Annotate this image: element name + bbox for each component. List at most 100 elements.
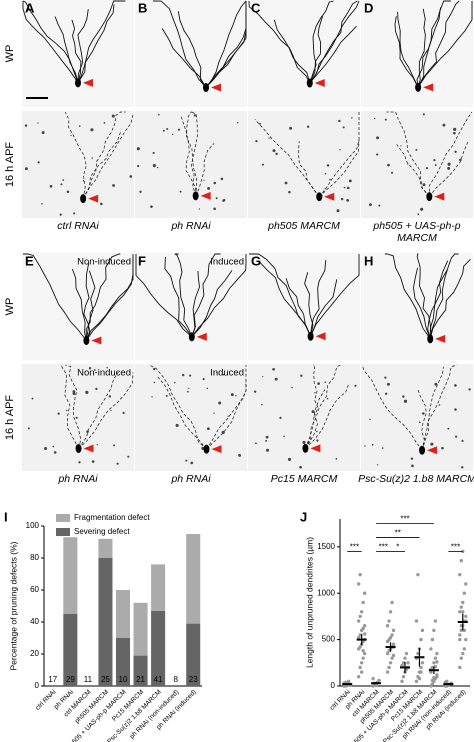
panel-letter: C — [251, 0, 261, 15]
debris — [222, 373, 225, 376]
debris — [316, 439, 319, 442]
debris — [111, 114, 115, 118]
data-point — [433, 664, 438, 669]
debris — [376, 136, 379, 140]
debris — [306, 125, 310, 128]
debris — [137, 164, 140, 168]
debris — [324, 172, 327, 175]
debris — [153, 164, 156, 168]
dendrite — [427, 260, 449, 340]
soma — [302, 443, 309, 453]
data-point — [390, 633, 394, 637]
dendrite — [22, 0, 79, 83]
debris — [425, 167, 429, 170]
debris — [113, 444, 116, 447]
data-point — [361, 600, 365, 605]
panel-caption: ph505 + UAS-ph-p — [372, 220, 460, 232]
debris — [166, 128, 169, 131]
data-point — [435, 673, 439, 677]
debris — [415, 148, 418, 151]
debris — [387, 163, 390, 167]
dendrite — [60, 364, 79, 449]
debris — [53, 451, 57, 454]
debris — [288, 190, 291, 194]
debris — [95, 387, 98, 391]
data-point — [390, 656, 394, 660]
debris — [411, 464, 414, 468]
debris — [227, 415, 229, 417]
dendrite — [254, 119, 320, 197]
debris — [91, 157, 94, 159]
dendrite — [54, 16, 79, 83]
dendrite — [71, 19, 82, 83]
dendrite — [85, 256, 134, 341]
debris — [447, 166, 451, 170]
debris — [400, 145, 402, 147]
significance-label: ** — [395, 529, 401, 538]
debris — [342, 126, 345, 129]
dendrite — [85, 270, 96, 341]
data-point — [385, 623, 390, 628]
data-point — [462, 628, 466, 633]
debris — [346, 198, 350, 202]
n-label: 10 — [119, 675, 128, 684]
debris — [90, 128, 94, 132]
dendrite — [273, 19, 311, 84]
data-point — [458, 610, 462, 614]
data-point — [362, 651, 367, 656]
dendrite — [82, 132, 121, 199]
debris — [262, 376, 264, 378]
debris — [44, 446, 48, 450]
debris — [324, 381, 326, 383]
debris — [378, 204, 381, 207]
debris — [103, 121, 106, 124]
debris — [441, 446, 444, 450]
soma — [203, 444, 210, 454]
dendrite — [304, 272, 314, 337]
micrograph — [248, 111, 360, 218]
debris — [434, 382, 438, 386]
data-point — [388, 610, 393, 614]
debris — [24, 124, 28, 127]
significance-label: *** — [451, 543, 460, 552]
debris — [203, 179, 205, 181]
debris — [177, 128, 181, 131]
debris — [37, 122, 39, 124]
debris — [198, 208, 201, 210]
dendrite — [78, 371, 119, 449]
bar-segment — [98, 558, 113, 686]
data-point — [401, 661, 406, 665]
data-point — [401, 675, 406, 679]
dendrite — [413, 267, 431, 340]
dendrite — [177, 11, 207, 88]
data-point — [377, 678, 381, 683]
arrowhead — [200, 191, 211, 200]
data-point — [359, 610, 364, 614]
data-point — [356, 636, 361, 640]
data-point — [404, 651, 409, 656]
data-point — [347, 679, 351, 684]
dendrite — [310, 260, 327, 337]
y-tick-label: 40 — [30, 617, 39, 626]
data-point — [461, 651, 465, 656]
data-point — [374, 683, 378, 688]
debris — [207, 186, 211, 190]
soma — [427, 334, 434, 344]
data-point — [362, 632, 367, 636]
debris — [96, 160, 98, 162]
debris — [116, 462, 119, 465]
dendrite — [305, 389, 326, 449]
debris — [152, 151, 155, 154]
data-point — [462, 591, 466, 595]
soma — [192, 191, 199, 201]
panel-letter: H — [364, 253, 373, 268]
dendrite — [82, 111, 126, 199]
n-label: 41 — [154, 675, 163, 684]
data-point — [362, 623, 367, 628]
data-point — [462, 647, 466, 651]
dendrite — [83, 263, 91, 341]
debris — [376, 153, 379, 156]
debris — [186, 390, 189, 393]
bar-segment — [63, 537, 78, 614]
debris — [108, 395, 112, 398]
